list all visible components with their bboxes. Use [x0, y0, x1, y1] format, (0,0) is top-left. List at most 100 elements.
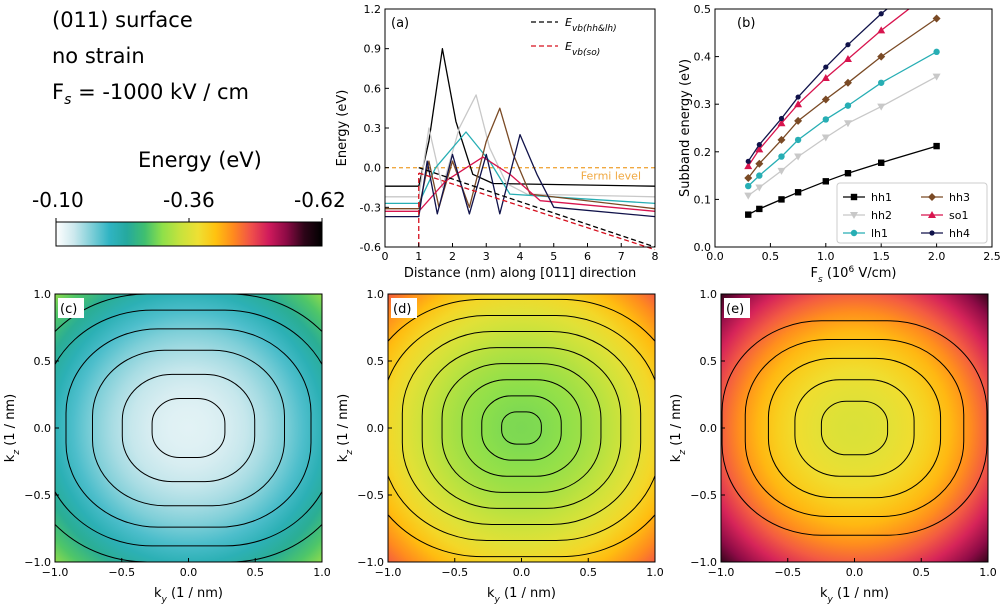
heatmap-ytick: −0.5 [357, 489, 384, 502]
panel-b-label: (b) [737, 16, 755, 31]
series-point-hh3 [777, 135, 786, 144]
series-point-hh2 [932, 73, 941, 81]
contour-line [820, 400, 889, 456]
heatmap-xtick: 0.5 [247, 566, 265, 579]
heatmap-xtick: −0.5 [108, 566, 135, 579]
heatmap-ytick: 1.0 [34, 288, 52, 301]
heatmap-xlabel: ky (1 / nm) [154, 586, 223, 604]
legend-marker-so1 [928, 211, 936, 218]
heatmap-ytick: 0.5 [367, 355, 385, 368]
panel-b-legend [836, 182, 988, 244]
contour-line [744, 339, 965, 517]
panel-b-xtick: 1.0 [817, 250, 835, 263]
series-point-lh1 [844, 102, 852, 109]
legend-marker-hh3 [928, 193, 936, 201]
heatmap-ylabel: kz (1 / nm) [336, 394, 355, 462]
series-point-lh1 [794, 136, 802, 144]
panel-b-xtick: 2.5 [983, 250, 1000, 263]
series-point-hh1 [878, 159, 885, 166]
series-point-hh2 [877, 103, 886, 111]
legend-marker-hh1 [850, 193, 858, 201]
panel-label: (e) [726, 302, 744, 317]
series-point-so1 [794, 100, 803, 108]
contour-line [421, 347, 622, 509]
panel-a-xlabel: Distance (nm) along [011] direction [404, 266, 636, 281]
panel-b-xlabel: Fs (106 V/cm) [811, 265, 897, 285]
panel-a-xtick: 8 [652, 250, 659, 263]
series-point-lh1 [745, 182, 752, 190]
series-point-hh1 [745, 211, 752, 218]
legend-label-hh3: hh3 [949, 191, 970, 204]
colorbar-tick-right: -0.62 [294, 188, 346, 212]
strain-label: no strain [52, 44, 145, 68]
series-point-hh4 [878, 11, 884, 17]
contour-line [441, 363, 602, 493]
heatmap-xtick: 0.0 [513, 566, 531, 579]
series-point-so1 [843, 54, 852, 62]
contour-line [151, 398, 226, 458]
series-point-so1 [777, 119, 786, 127]
heatmap-xlabel: ky (1 / nm) [820, 586, 889, 604]
panel-b-ytick: 0.5 [694, 3, 712, 16]
series-point-hh2 [794, 153, 803, 161]
heatmap-xtick: −1.0 [375, 566, 402, 579]
heatmap-xtick: 1.0 [979, 566, 997, 579]
panel-b-ytick: 0.2 [694, 146, 712, 159]
heatmap-ytick: 0.5 [34, 355, 52, 368]
series-line-lh1 [747, 51, 937, 187]
heatmap-xtick: 0.0 [180, 566, 198, 579]
legend-label-hh4: hh4 [949, 227, 970, 240]
series-point-hh3 [744, 173, 753, 182]
series-point-hh4 [745, 158, 751, 164]
series-point-hh2 [821, 134, 830, 142]
series-point-hh3 [877, 52, 886, 61]
colorbar-tick-left: -0.10 [32, 188, 84, 212]
series-point-hh1 [933, 142, 940, 150]
band-edge-evb_hh [418, 167, 656, 248]
heatmap-ytick: 0.0 [700, 422, 718, 435]
series-point-hh2 [777, 167, 786, 175]
series-point-lh1 [878, 79, 885, 86]
heatmap-contours-hh1 [55, 294, 322, 562]
panel-label: (c) [60, 302, 77, 317]
heatmap-ytick: 0.0 [34, 422, 52, 435]
series-point-lh1 [822, 116, 829, 123]
series-point-hh4 [845, 42, 851, 48]
panel-a-xtick: 5 [550, 250, 557, 263]
panel-a-ylabel: Energy (eV) [335, 90, 350, 167]
heatmap-xtick: 0.5 [580, 566, 598, 579]
panel-a-ytick: 1.2 [364, 3, 382, 16]
panel-a-ytick: 0.3 [364, 122, 382, 135]
series-point-hh4 [823, 64, 829, 70]
panel-b-xtick: 0.5 [762, 250, 780, 263]
heatmap-fill-hh2 [388, 294, 655, 562]
colorbar [55, 218, 323, 247]
fermi-level-label: Fermi level [581, 170, 641, 183]
series-point-hh1 [822, 178, 829, 185]
contour-line [401, 331, 642, 525]
series-point-so1 [877, 26, 886, 34]
panel-a-ytick: -0.3 [360, 201, 381, 214]
legend-marker-lh1 [850, 229, 858, 237]
series-point-hh3 [794, 116, 803, 125]
heatmap-xlabel: ky (1 / nm) [487, 586, 556, 604]
field-prefix: F [52, 80, 65, 104]
series-point-hh1 [794, 189, 802, 196]
heatmap-xtick: −0.5 [441, 566, 468, 579]
surface-label: (011) surface [52, 8, 193, 32]
field-label: Fs = -1000 kV / cm [52, 80, 249, 108]
contour-line [388, 314, 655, 542]
legend-label-evb_so: Evb(so) [565, 40, 600, 58]
heatmap-contours-hh2 [388, 298, 655, 558]
colorbar-gradient [55, 221, 323, 247]
contour-line [501, 411, 542, 445]
heatmap-fill-hh1 [55, 294, 322, 562]
contour-line [461, 379, 582, 477]
heatmap-xtick: −1.0 [708, 566, 735, 579]
series-point-hh1 [778, 196, 785, 203]
panel-a-label: (a) [391, 16, 409, 31]
heatmap-xtick: −1.0 [42, 566, 69, 579]
wavefunction-hh4 [385, 133, 656, 218]
panel-label-box [724, 298, 750, 318]
series-point-hh3 [821, 95, 830, 104]
